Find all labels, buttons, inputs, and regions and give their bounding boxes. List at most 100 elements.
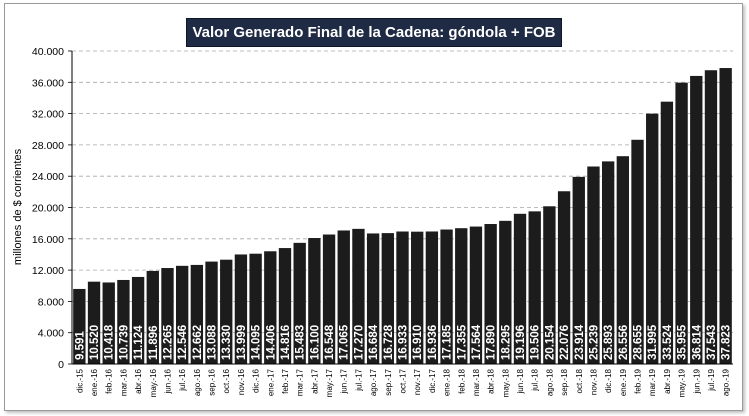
x-tick-label: jul.-19	[707, 368, 716, 391]
bar	[660, 101, 674, 365]
bar-value-label: 14.095	[251, 324, 263, 360]
bar	[146, 270, 159, 364]
x-tick-label: jul.-17	[354, 368, 363, 391]
x-tick-label: may.-16	[149, 368, 158, 397]
bar	[704, 70, 718, 365]
bar	[73, 288, 86, 364]
x-tick-label: oct.-17	[399, 368, 408, 393]
x-tick-label: jun.-17	[340, 368, 349, 394]
x-tick-label: sep.-17	[384, 368, 393, 395]
bar-value-label: 17.270	[353, 325, 365, 360]
x-tick-label: jul.-18	[531, 368, 540, 391]
bar	[249, 253, 262, 364]
bar	[205, 261, 218, 364]
bar	[161, 268, 174, 364]
y-tick-label: 32.000	[32, 109, 64, 121]
x-tick-label: ago.-19	[722, 368, 731, 396]
bar-value-label: 16.684	[368, 324, 380, 360]
bar	[308, 238, 321, 364]
y-tick-label: 40.000	[32, 46, 64, 58]
bar	[499, 220, 512, 364]
bar-value-label: 9.591	[74, 331, 86, 360]
bar-value-label: 36.814	[691, 324, 703, 360]
bar	[411, 231, 424, 364]
bar-value-label: 16.933	[398, 325, 410, 360]
x-tick-label: oct.-18	[575, 368, 584, 393]
x-tick-label: jul.-16	[178, 368, 187, 391]
bar-value-label: 25.893	[603, 325, 615, 360]
bar-value-label: 22.076	[559, 325, 571, 360]
bar	[190, 264, 204, 364]
y-tick-label: 12.000	[32, 265, 64, 277]
x-tick-label: nov.-16	[237, 368, 246, 395]
bar	[455, 228, 468, 364]
chart-title: Valor Generado Final de la Cadena: góndo…	[186, 18, 562, 47]
y-tick-label: 24.000	[32, 171, 64, 183]
bar	[278, 248, 292, 364]
bar	[220, 259, 233, 364]
x-tick-label: may.-19	[678, 368, 687, 397]
x-tick-label: dic.-15	[75, 368, 84, 393]
y-tick-label: 8.000	[38, 296, 64, 308]
bar-value-label: 16.910	[412, 325, 424, 360]
bar-value-label: 14.406	[265, 325, 277, 360]
bar-value-label: 13.999	[236, 325, 248, 360]
x-tick-label: jun.-18	[516, 368, 525, 394]
bar-value-label: 19.506	[530, 325, 542, 360]
bars: 9.591 10.520 10.418 10.739 11.124 11.896 12.26…	[73, 68, 733, 365]
x-tick-label: oct.-16	[222, 368, 231, 393]
bar-value-label: 10.739	[118, 325, 130, 360]
x-tick-label: sep.-16	[208, 368, 217, 395]
bar-value-label: 33.524	[662, 324, 674, 360]
bar-value-label: 31.995	[647, 324, 659, 360]
bar-value-label: 37.543	[706, 325, 718, 360]
x-tick-label: mar.-19	[648, 368, 657, 396]
bar-value-label: 18.295	[500, 324, 512, 360]
x-tick-label: mar.-18	[472, 368, 481, 396]
x-tick-label: may.-18	[501, 368, 510, 397]
bar-value-label: 28.655	[633, 324, 645, 360]
x-tick-label: feb.-17	[281, 368, 290, 393]
bar	[557, 191, 571, 364]
bar	[425, 231, 439, 364]
x-tick-label: nov.-17	[413, 368, 422, 395]
y-tick-label: 36.000	[32, 77, 64, 89]
x-tick-label: mar.-17	[296, 368, 305, 396]
bar-value-label: 25.239	[588, 325, 600, 360]
bar-value-label: 17.564	[471, 324, 483, 360]
bar	[469, 226, 483, 364]
bar	[396, 231, 409, 364]
y-tick-label: 28.000	[32, 140, 64, 152]
x-tick-label: may.-17	[325, 368, 334, 397]
bar-value-label: 11.124	[133, 325, 145, 360]
x-tick-label: abr.-18	[487, 368, 496, 393]
bar-value-label: 26.556	[618, 325, 630, 360]
bar-value-label: 11.896	[148, 325, 160, 360]
x-tick-label: ene.-16	[90, 368, 99, 396]
x-tick-label: feb.-16	[105, 368, 114, 393]
bar-value-label: 17.185	[442, 324, 454, 360]
axes: 0 4.000 8.000 12.000 16.000 20.000 24.000 28.00…	[32, 46, 733, 397]
bar-value-label: 10.520	[89, 325, 101, 360]
bar	[102, 282, 115, 364]
bar-value-label: 17.065	[339, 324, 351, 360]
bar-value-label: 13.330	[221, 325, 233, 360]
bar-value-label: 23.914	[574, 324, 586, 360]
bar-value-label: 16.936	[427, 325, 439, 360]
y-tick-label: 4.000	[38, 328, 64, 340]
bar-value-label: 17.890	[486, 325, 498, 360]
bar	[690, 75, 703, 364]
x-tick-label: feb.-19	[634, 368, 643, 393]
bar-value-label: 10.418	[104, 324, 116, 360]
bar	[87, 281, 101, 364]
bar-value-label: 17.355	[456, 324, 468, 360]
bar-value-label: 12.662	[192, 325, 204, 360]
x-tick-label: sep.-18	[560, 368, 569, 395]
x-tick-label: abr.-17	[310, 368, 319, 393]
bar-value-label: 16.728	[383, 324, 395, 360]
bar	[234, 254, 248, 364]
bar-value-label: 12.546	[177, 325, 189, 360]
bar	[352, 228, 365, 364]
bar	[175, 265, 189, 364]
